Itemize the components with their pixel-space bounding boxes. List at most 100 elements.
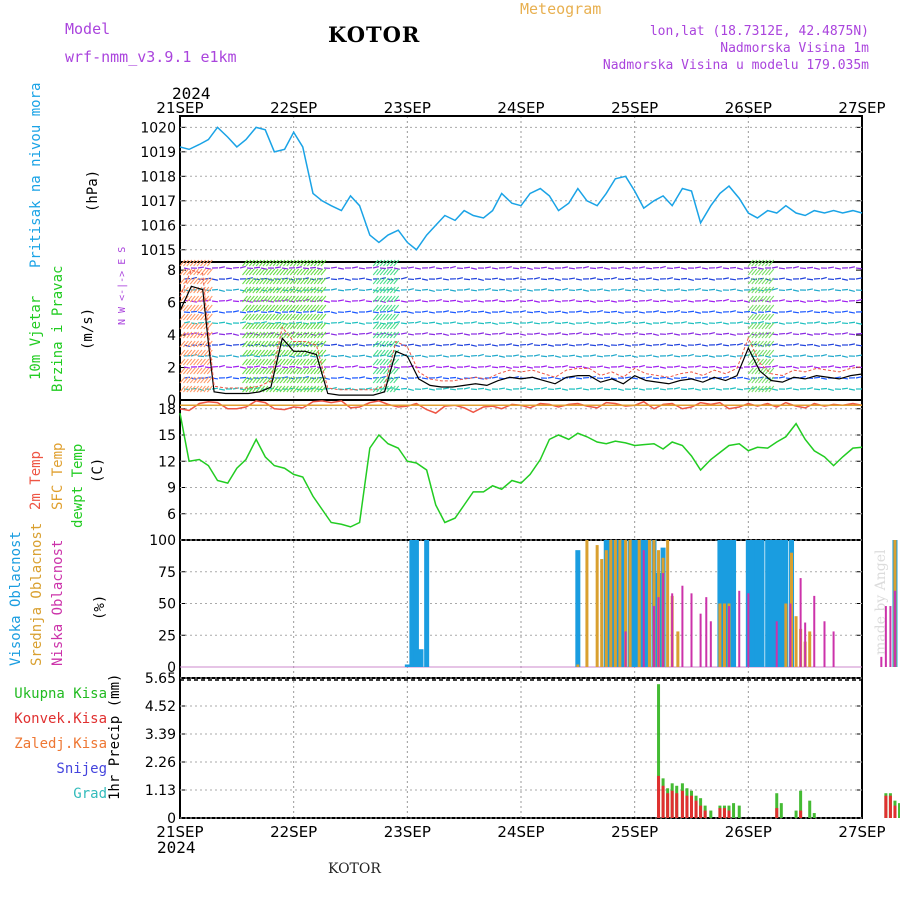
wind-barb-burst xyxy=(245,268,252,276)
wind-barb xyxy=(491,366,499,369)
wind-barb xyxy=(407,388,414,392)
wind-barb xyxy=(785,355,793,358)
wind-barb-burst xyxy=(310,277,317,285)
wind-barb xyxy=(274,311,281,314)
wind-barb-burst xyxy=(317,349,323,357)
wind-barb-burst xyxy=(259,295,265,303)
wind-barb-burst xyxy=(754,259,761,267)
wind-barb xyxy=(701,277,709,280)
wind-barb xyxy=(505,311,513,314)
wind-barb-burst xyxy=(196,304,203,312)
wind-barb xyxy=(470,388,478,391)
wind-barb-burst xyxy=(293,367,300,375)
wind-barb-burst xyxy=(252,349,259,357)
wind-barb xyxy=(589,300,596,304)
y-tick-label: 25 xyxy=(158,628,176,644)
wind-barb-burst xyxy=(764,376,771,384)
wind-barb-burst xyxy=(310,322,317,330)
wind-barb xyxy=(302,267,310,270)
wind-barb xyxy=(603,289,611,292)
wind-barb-burst xyxy=(313,277,320,285)
wind-barb-burst xyxy=(303,277,310,285)
wind-barb xyxy=(442,355,450,358)
wind-barb xyxy=(806,266,814,269)
x-day-label-top: 21SEP xyxy=(156,99,203,117)
wind-barb-burst xyxy=(764,268,771,276)
wind-barb xyxy=(400,387,408,390)
mid-cloud-bar xyxy=(722,603,726,667)
wind-barb-burst xyxy=(206,268,213,276)
wind-barb xyxy=(589,354,597,357)
wind-barb-burst xyxy=(754,268,761,276)
wind-barb-burst xyxy=(262,313,269,321)
x-day-label-bottom: 23SEP xyxy=(384,823,431,841)
wind-barb xyxy=(771,364,778,368)
wind-barb xyxy=(841,355,848,358)
wind-barb-burst xyxy=(379,367,386,375)
wind-barb-burst xyxy=(747,367,754,375)
wind-barb xyxy=(813,376,821,379)
wind-barb-burst xyxy=(747,322,754,330)
wind-barb xyxy=(239,366,246,369)
wind-barb-burst xyxy=(252,331,259,339)
wind-barb xyxy=(652,333,659,337)
wind-barb-burst xyxy=(393,358,400,366)
wind-barb xyxy=(456,322,464,325)
wind-barb-burst xyxy=(754,376,761,384)
wind-barb xyxy=(190,310,198,313)
wind-barb xyxy=(568,376,575,379)
wind-barb-burst xyxy=(379,313,386,321)
wind-barb-burst xyxy=(255,322,262,330)
wind-barb xyxy=(729,310,736,313)
wind-barb-burst xyxy=(262,331,269,339)
wind-barb xyxy=(638,343,646,346)
wind-barb xyxy=(841,288,849,291)
wind-barb-burst xyxy=(386,295,393,303)
wind-barb-burst xyxy=(747,259,754,267)
wind-barb-burst xyxy=(200,313,206,321)
wind-barb-burst xyxy=(269,322,276,330)
wind-barb xyxy=(806,343,814,346)
wind-barb xyxy=(813,344,820,348)
wind-barb xyxy=(533,322,541,325)
wind-barb-burst xyxy=(286,286,293,294)
wind-barb xyxy=(827,266,835,269)
wind-barb xyxy=(806,309,813,313)
wind-barb-burst xyxy=(754,313,761,321)
wind-barb-burst xyxy=(376,322,383,330)
wind-barb-burst xyxy=(186,277,193,285)
wind-barb xyxy=(337,277,345,280)
wind-barb-burst xyxy=(372,268,379,276)
wind-barb-burst xyxy=(262,322,269,330)
wind-barb-burst xyxy=(300,385,306,393)
wind-barb xyxy=(519,333,526,336)
wind-title-line2: Brzina i Pravac xyxy=(50,265,66,392)
wind-barb-burst xyxy=(279,313,286,321)
wind-barb-burst xyxy=(300,286,306,294)
wind-barb xyxy=(645,322,652,325)
wind-barb-burst xyxy=(279,277,286,285)
wind-barb xyxy=(575,377,583,380)
wind-barb-burst xyxy=(262,268,269,276)
wind-barb-burst xyxy=(310,358,317,366)
wind-barb-burst xyxy=(747,385,754,393)
wind-barb-burst xyxy=(196,313,203,321)
wind-barb xyxy=(498,387,506,390)
wind-barb xyxy=(442,377,450,380)
wind-barb-burst xyxy=(747,331,754,339)
wind-barb-burst xyxy=(386,331,393,339)
wind-barb xyxy=(778,299,785,302)
wind-barb xyxy=(442,300,450,303)
wind-barb-burst xyxy=(379,304,386,312)
wind-barb-burst xyxy=(283,322,289,330)
wind-barb-burst xyxy=(383,313,389,321)
wind-barb-burst xyxy=(245,358,252,366)
wind-barb-burst xyxy=(372,340,379,348)
wind-barb xyxy=(792,299,800,302)
mid-cloud-bar xyxy=(647,540,651,667)
wind-barb-burst xyxy=(200,277,206,285)
wind-barb-burst xyxy=(389,313,396,321)
wind-barb-burst xyxy=(286,259,293,267)
wind-barb-burst xyxy=(747,295,754,303)
wind-barb-burst xyxy=(196,268,203,276)
